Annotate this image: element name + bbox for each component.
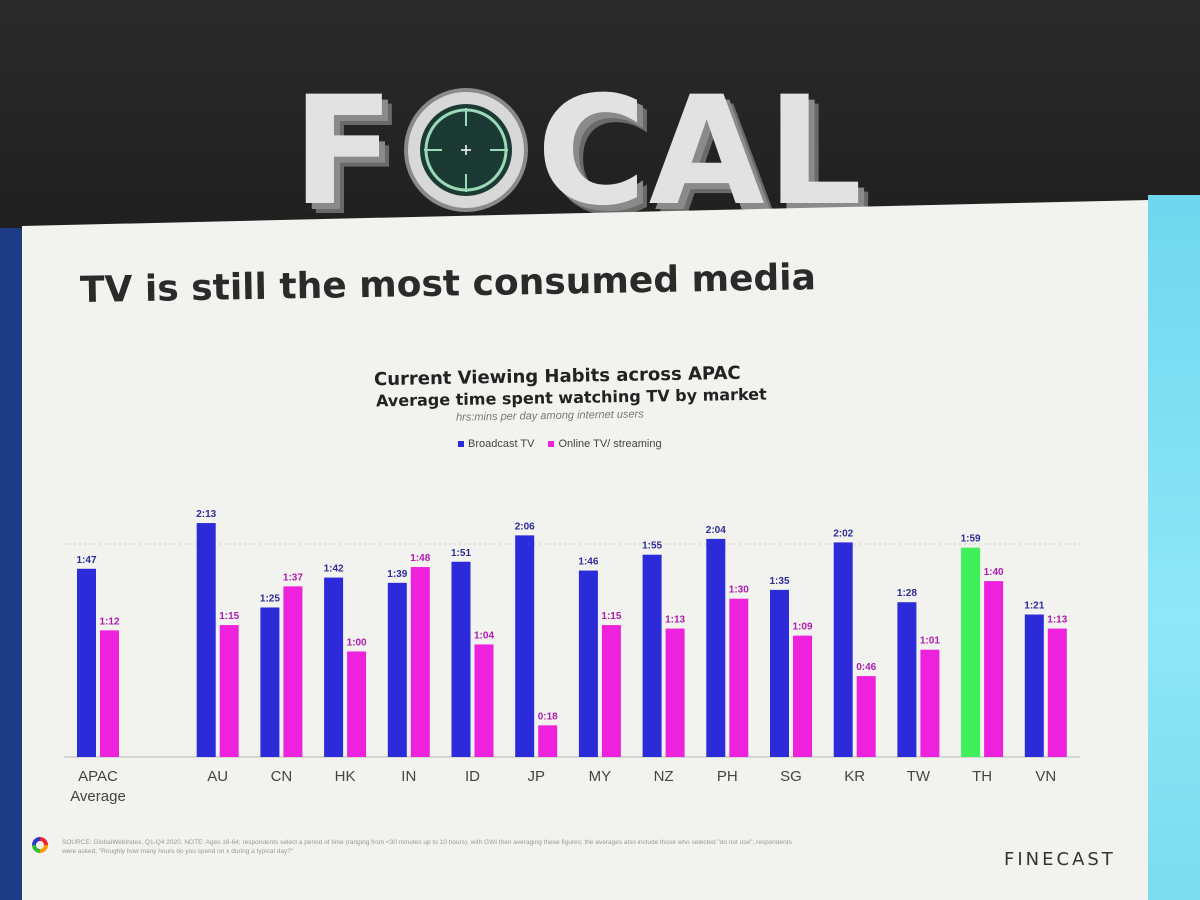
bar-online-nz — [665, 628, 685, 757]
label-online-vn: 1:13 — [1047, 615, 1067, 626]
category-label-kr: KR — [844, 768, 865, 785]
bar-online-in — [410, 567, 430, 757]
label-broadcast-id: 1:51 — [451, 548, 471, 559]
legend-label-broadcast: Broadcast TV — [468, 438, 535, 450]
label-online-jp: 0:18 — [538, 711, 558, 722]
focal-letter-l: L — [766, 65, 865, 239]
legend-label-online: Online TV/ streaming — [558, 438, 662, 450]
category-label-ph: PH — [717, 768, 738, 785]
source-note: SOURCE: GlobalWebIndex, Q1-Q4 2020. NOTE… — [62, 839, 792, 855]
bar-online-sg — [793, 635, 812, 757]
label-online-cn: 1:37 — [283, 572, 303, 583]
label-broadcast-tw: 1:28 — [897, 588, 917, 599]
screen-edge-right — [1148, 195, 1200, 900]
label-broadcast-nz: 1:55 — [642, 541, 662, 552]
bar-broadcast-tw — [897, 602, 917, 757]
bar-broadcast-th — [961, 547, 981, 757]
category-label-jp: JP — [527, 768, 545, 785]
legend-swatch-broadcast — [458, 441, 464, 447]
bar-online-hk — [347, 651, 367, 757]
label-online-nz: 1:13 — [665, 615, 685, 626]
label-broadcast-kr: 2:02 — [833, 528, 853, 539]
label-online-my: 1:15 — [601, 611, 621, 622]
bar-broadcast-id — [451, 561, 471, 757]
label-online-ph: 1:30 — [729, 585, 749, 596]
bar-broadcast-au — [196, 523, 216, 757]
bar-online-id — [474, 644, 494, 757]
bar-broadcast-apac-average — [77, 568, 96, 757]
brand-ring-icon — [32, 837, 48, 853]
legend-swatch-online — [548, 441, 555, 447]
category-label-my: MY — [589, 768, 612, 785]
label-broadcast-sg: 1:35 — [769, 576, 789, 587]
category-label-apac-average-1: Average — [70, 788, 126, 805]
label-broadcast-hk: 1:42 — [324, 564, 344, 575]
label-online-in: 1:48 — [410, 553, 430, 564]
bar-online-ph — [729, 598, 749, 757]
crosshair-logo — [402, 86, 530, 214]
focal-letter-a: A — [648, 65, 767, 239]
bar-broadcast-cn — [260, 607, 280, 757]
focal-letter-c: C — [536, 65, 649, 239]
category-label-tw: TW — [907, 768, 931, 785]
bar-broadcast-my — [578, 570, 598, 757]
bar-broadcast-vn — [1024, 614, 1044, 757]
label-broadcast-in: 1:39 — [387, 569, 407, 580]
label-broadcast-au: 2:13 — [196, 509, 216, 520]
category-label-vn: VN — [1035, 768, 1056, 785]
category-label-hk: HK — [335, 768, 356, 785]
label-broadcast-apac-average: 1:47 — [76, 555, 96, 566]
legend-item-online: Online TV/ streaming — [548, 438, 662, 450]
bar-broadcast-jp — [515, 535, 535, 757]
label-broadcast-ph: 2:04 — [706, 525, 726, 536]
bar-online-kr — [856, 676, 876, 757]
label-online-apac-average: 1:12 — [99, 616, 119, 627]
bar-broadcast-sg — [770, 589, 789, 757]
label-broadcast-jp: 2:06 — [515, 521, 535, 532]
category-label-id: ID — [465, 768, 480, 785]
bar-broadcast-nz — [642, 554, 662, 757]
bar-online-cn — [283, 586, 303, 757]
label-broadcast-vn: 1:21 — [1024, 601, 1044, 612]
chart-legend: Broadcast TV Online TV/ streaming — [458, 438, 662, 450]
bar-online-au — [219, 625, 239, 757]
bar-online-jp — [538, 725, 558, 757]
focal-sign: F C A L — [292, 65, 865, 239]
bar-broadcast-hk — [324, 577, 344, 757]
category-label-in: IN — [401, 768, 416, 785]
category-label-sg: SG — [780, 768, 802, 785]
category-label-cn: CN — [271, 768, 293, 785]
legend-item-broadcast: Broadcast TV — [458, 438, 534, 450]
bar-online-my — [601, 625, 621, 757]
label-broadcast-cn: 1:25 — [260, 593, 280, 604]
bar-broadcast-in — [387, 582, 407, 757]
label-online-kr: 0:46 — [856, 662, 876, 673]
category-label-apac-average-0: APAC — [78, 768, 118, 785]
category-label-nz: NZ — [654, 768, 674, 785]
label-online-tw: 1:01 — [920, 636, 940, 647]
bar-online-vn — [1047, 628, 1067, 757]
label-online-th: 1:40 — [984, 567, 1004, 578]
bar-online-th — [984, 581, 1004, 757]
label-online-id: 1:04 — [474, 630, 494, 641]
brand-logo: FINECAST — [1004, 849, 1116, 870]
screen-edge-left — [0, 228, 22, 900]
bar-broadcast-kr — [833, 542, 853, 757]
focal-letter-f: F — [292, 65, 397, 239]
label-online-au: 1:15 — [219, 611, 239, 622]
bar-broadcast-ph — [706, 538, 726, 757]
bar-online-tw — [920, 649, 940, 757]
label-broadcast-my: 1:46 — [578, 557, 598, 568]
category-label-th: TH — [972, 768, 992, 785]
category-label-au: AU — [207, 768, 228, 785]
bar-online-apac-average — [100, 630, 119, 757]
label-online-sg: 1:09 — [792, 622, 812, 633]
label-broadcast-th: 1:59 — [961, 534, 981, 545]
label-online-hk: 1:00 — [347, 637, 367, 648]
